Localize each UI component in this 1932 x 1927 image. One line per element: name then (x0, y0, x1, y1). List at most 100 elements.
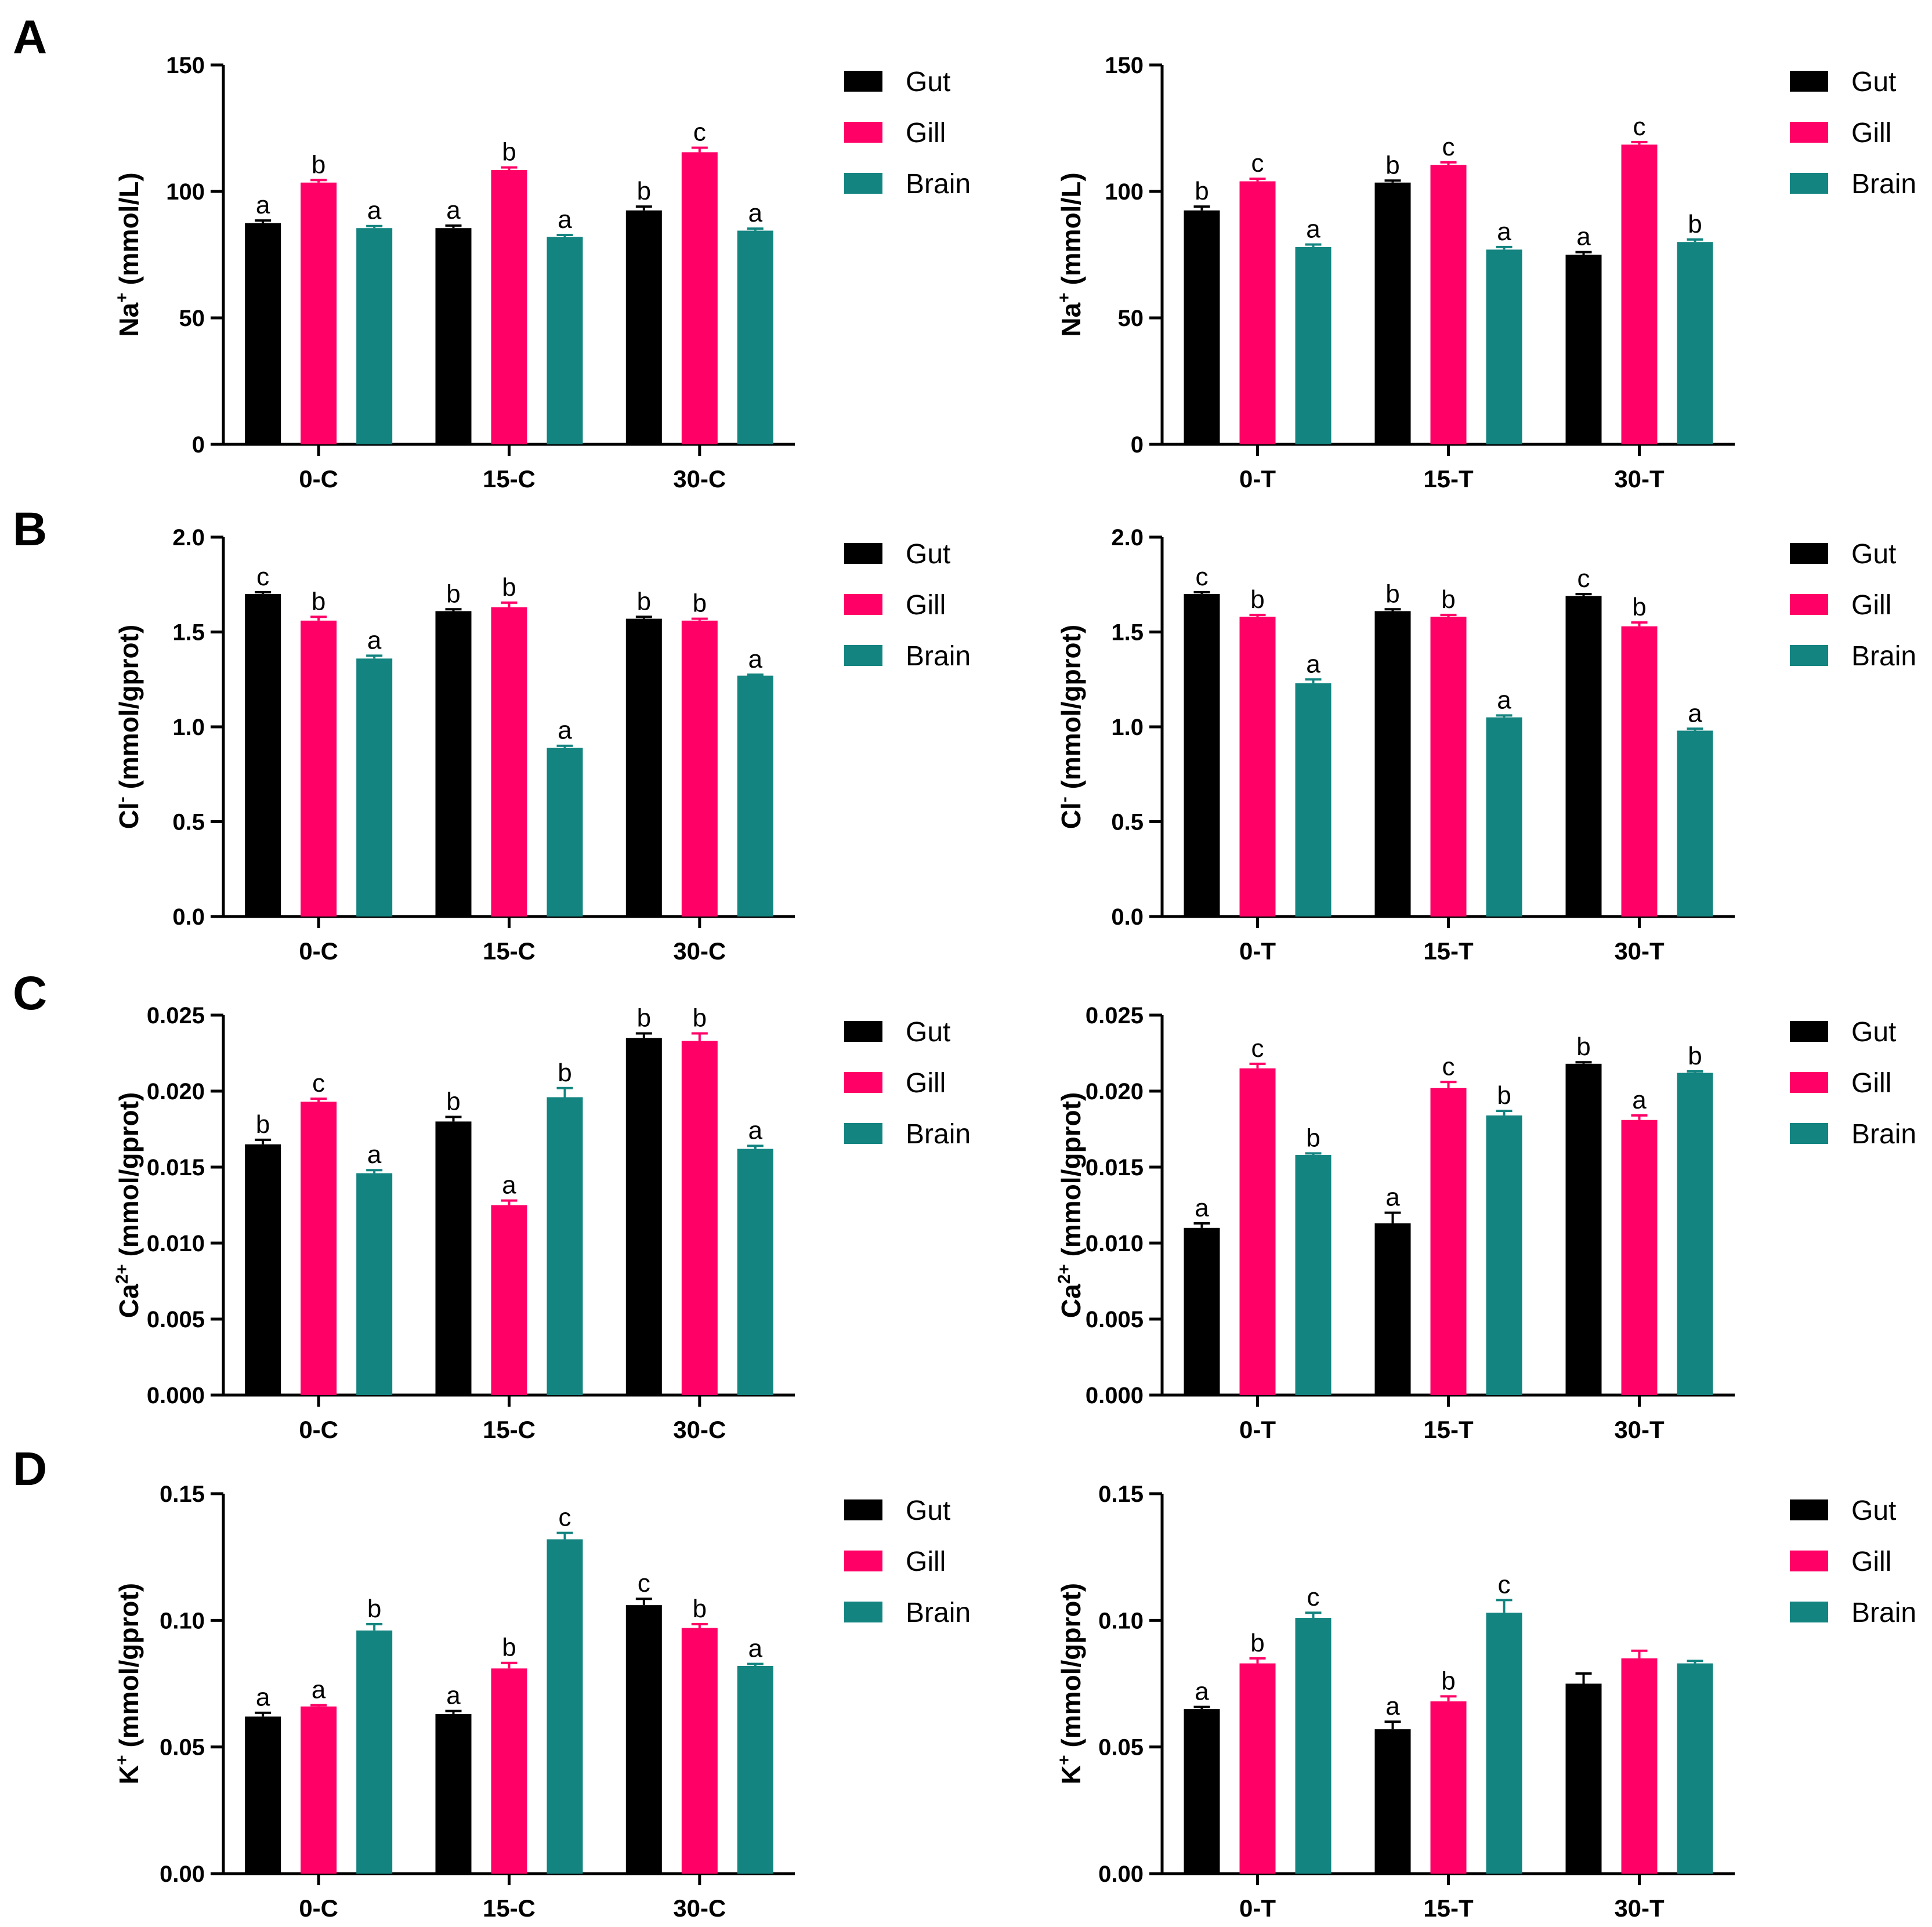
panel-letter-b: B (13, 503, 47, 556)
significance-letter: a (256, 1683, 270, 1712)
significance-letter: a (256, 191, 270, 219)
x-tick-label: 30-C (673, 1416, 726, 1443)
bar-brain-15-c (547, 1097, 583, 1395)
significance-letter: a (367, 626, 382, 654)
chart-b-right: 0.0 0.5 1.0 1.5 2.0 Cl- (mmol/gprot) c b a 0-T b b a… (1055, 525, 1916, 965)
y-axis-label: K+ (mmol/gprot) (1055, 1583, 1086, 1784)
significance-letter: a (748, 645, 763, 673)
y-tick-label: 1.0 (1111, 715, 1144, 740)
significance-letter: c (638, 1569, 650, 1598)
legend-label-gut: Gut (906, 539, 950, 570)
significance-letter: a (1688, 699, 1702, 727)
significance-letter: a (1385, 1692, 1400, 1720)
legend-swatch-gill (844, 594, 882, 615)
y-tick-label: 100 (166, 179, 205, 205)
x-tick-label: 0-T (1239, 1416, 1276, 1443)
significance-letter: a (1195, 1678, 1209, 1706)
legend-swatch-brain (844, 173, 882, 194)
y-tick-label: 0.010 (147, 1231, 205, 1256)
significance-letter: b (637, 587, 651, 615)
significance-letter: b (1688, 210, 1702, 238)
panel-letter-d: D (13, 1443, 47, 1495)
x-tick-label: 0-T (1239, 465, 1276, 492)
legend-label-brain: Brain (906, 1598, 971, 1628)
legend-label-gill: Gill (1851, 1546, 1891, 1577)
bar-gill-0-c (301, 182, 337, 444)
significance-letter: a (367, 1140, 382, 1169)
significance-letter: c (1196, 563, 1209, 591)
x-tick-label: 30-T (1614, 1416, 1665, 1443)
significance-letter: a (1195, 1194, 1209, 1222)
significance-letter: a (312, 1676, 326, 1704)
bar-gut-15-c (435, 1121, 472, 1395)
legend-label-brain: Brain (1851, 1598, 1916, 1628)
significance-letter: a (1632, 1086, 1647, 1114)
legend-label-brain: Brain (1851, 169, 1916, 200)
x-tick-label: 15-T (1423, 1895, 1474, 1922)
y-tick-label: 0.005 (1086, 1307, 1144, 1332)
bar-brain-30-c (737, 230, 773, 444)
legend-swatch-gut (844, 1499, 882, 1520)
x-tick-label: 30-T (1614, 937, 1665, 965)
bar-gill-0-c (301, 1706, 337, 1874)
panel-letter-a: A (13, 11, 47, 64)
y-tick-label: 0.10 (1098, 1608, 1144, 1633)
significance-letter: b (637, 1004, 651, 1032)
x-tick-label: 15-T (1423, 465, 1474, 492)
y-tick-label: 0.0 (1111, 904, 1144, 930)
y-tick-label: 0.5 (172, 810, 205, 835)
significance-letter: b (1385, 579, 1399, 608)
bar-gut-0-c (245, 594, 281, 917)
significance-letter: b (1497, 1081, 1511, 1110)
bar-brain-15-c (547, 237, 583, 444)
bar-brain-0-t (1295, 1617, 1332, 1874)
bar-gut-30-c (625, 1605, 662, 1874)
y-tick-label: 0.000 (1086, 1383, 1144, 1408)
legend-swatch-brain (1790, 173, 1828, 194)
significance-letter: a (558, 716, 572, 745)
y-tick-label: 0.010 (1086, 1231, 1144, 1256)
legend-label-gill: Gill (906, 1546, 946, 1577)
bar-gill-15-c (491, 1668, 527, 1874)
significance-letter: a (502, 1171, 516, 1200)
significance-letter: b (256, 1110, 270, 1139)
significance-letter: b (1385, 151, 1399, 179)
bar-gill-15-c (491, 169, 527, 444)
chart-d-left: 0.00 0.05 0.10 0.15 K+ (mmol/gprot) a a b 0-C a b c… (113, 1482, 971, 1922)
legend-swatch-gill (1790, 122, 1828, 143)
y-tick-label: 2.0 (1111, 525, 1144, 550)
significance-letter: b (1441, 1667, 1455, 1695)
y-tick-label: 0.015 (147, 1155, 205, 1180)
chart-c-left: 0.000 0.005 0.010 0.015 0.020 0.025 Ca2+ (mmol… (113, 1003, 971, 1443)
bar-brain-30-c (737, 1149, 773, 1395)
legend-swatch-gill (844, 122, 882, 143)
bar-brain-30-c (737, 675, 773, 917)
bar-gut-30-c (625, 1038, 662, 1395)
bar-brain-15-t (1486, 1115, 1522, 1395)
y-tick-label: 50 (1118, 306, 1144, 331)
significance-letter: c (1307, 1583, 1320, 1611)
y-axis-label: Ca2+ (mmol/gprot) (1055, 1092, 1086, 1318)
y-tick-label: 0.15 (160, 1482, 205, 1507)
legend-swatch-gut (844, 1021, 882, 1042)
significance-letter: c (1578, 564, 1590, 593)
bar-gut-15-t (1374, 182, 1411, 444)
legend-label-gut: Gut (906, 1495, 950, 1526)
y-tick-label: 0.05 (1098, 1735, 1144, 1761)
bar-gill-30-c (681, 620, 718, 917)
significance-letter: c (312, 1069, 325, 1097)
y-tick-label: 0.015 (1086, 1155, 1144, 1180)
bar-brain-0-c (356, 1173, 393, 1395)
significance-letter: b (1632, 593, 1646, 621)
significance-letter: a (446, 196, 461, 224)
significance-letter: a (1576, 223, 1591, 251)
bar-gill-15-c (491, 607, 527, 917)
y-tick-label: 0.025 (147, 1003, 205, 1028)
bar-brain-30-t (1677, 1663, 1713, 1874)
legend-swatch-gut (1790, 71, 1828, 92)
legend-label-gut: Gut (906, 67, 950, 97)
x-tick-label: 0-C (299, 1895, 338, 1922)
legend-swatch-gut (1790, 1499, 1828, 1520)
y-tick-label: 0.10 (160, 1608, 205, 1633)
